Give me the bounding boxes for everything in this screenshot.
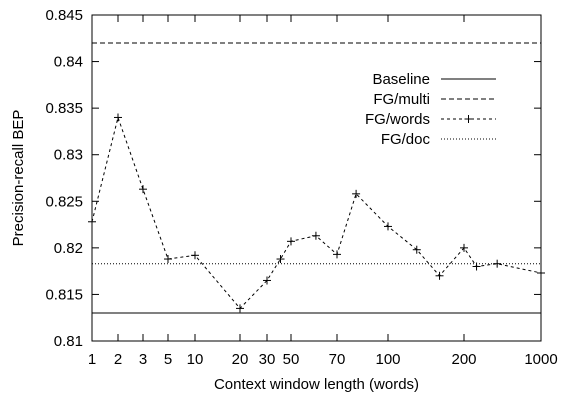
- plot-frame: [91, 14, 542, 342]
- data-point: [311, 231, 320, 240]
- y-axis-label: Precision-recall BEP: [10, 110, 27, 247]
- data-point: [88, 217, 96, 226]
- x-tick-label: 3: [139, 351, 147, 368]
- x-tick-label: 30: [259, 351, 276, 368]
- y-tick-label: 0.84: [54, 54, 83, 71]
- x-tick-label: 50: [283, 351, 300, 368]
- data-point: [263, 276, 271, 285]
- legend-label: FG/words: [365, 111, 430, 128]
- x-tick-label: 2: [114, 351, 122, 368]
- data-point: [276, 255, 285, 264]
- data-point: [139, 185, 147, 194]
- data-point: [236, 304, 244, 313]
- y-tick-label: 0.825: [45, 193, 83, 210]
- y-axis: 0.81 0.815 0.82 0.825 0.83 0.835 0.84 0.845: [45, 7, 541, 350]
- data-point: [352, 189, 361, 198]
- data-point: [164, 255, 172, 264]
- x-tick-label: 70: [329, 351, 346, 368]
- data-point: [412, 245, 421, 254]
- legend-entry: Baseline: [372, 71, 496, 88]
- data-point: [384, 222, 392, 231]
- y-tick-label: 0.845: [45, 7, 83, 24]
- data-point: [287, 237, 295, 246]
- y-tick-label: 0.82: [54, 240, 83, 257]
- data-point: [460, 243, 468, 252]
- y-tick-label: 0.835: [45, 100, 83, 117]
- y-tick-label: 0.81: [54, 333, 83, 350]
- legend-label: FG/multi: [373, 91, 430, 108]
- x-tick-label: 10: [187, 351, 204, 368]
- y-tick-label: 0.83: [54, 147, 83, 164]
- y-tick-label: 0.815: [45, 286, 83, 303]
- legend-label: FG/doc: [381, 131, 431, 148]
- legend-entry: FG/doc: [381, 131, 496, 148]
- x-tick-label: 1000: [524, 351, 557, 368]
- plot-border: [91, 14, 542, 342]
- series-line-fg-words: [91, 115, 542, 310]
- x-tick-label: 5: [164, 351, 172, 368]
- x-tick-label: 20: [232, 351, 249, 368]
- data-point: [333, 250, 341, 259]
- legend-entry: FG/words: [365, 111, 496, 128]
- legend: Baseline FG/multi FG/words FG/doc: [365, 71, 496, 148]
- x-axis-label: Context window length (words): [214, 376, 419, 393]
- legend-label: Baseline: [372, 71, 430, 88]
- x-axis: 1 2 3 5 10 20 30 50 70 100 200 1000: [88, 15, 558, 368]
- x-tick-label: 200: [451, 351, 476, 368]
- data-point: [191, 251, 199, 260]
- x-tick-label: 100: [375, 351, 400, 368]
- series-layer: [88, 42, 545, 314]
- data-point: [114, 113, 122, 122]
- legend-entry: FG/multi: [373, 91, 496, 108]
- data-point: [537, 269, 545, 278]
- data-point: [435, 271, 444, 280]
- x-tick-label: 1: [88, 351, 96, 368]
